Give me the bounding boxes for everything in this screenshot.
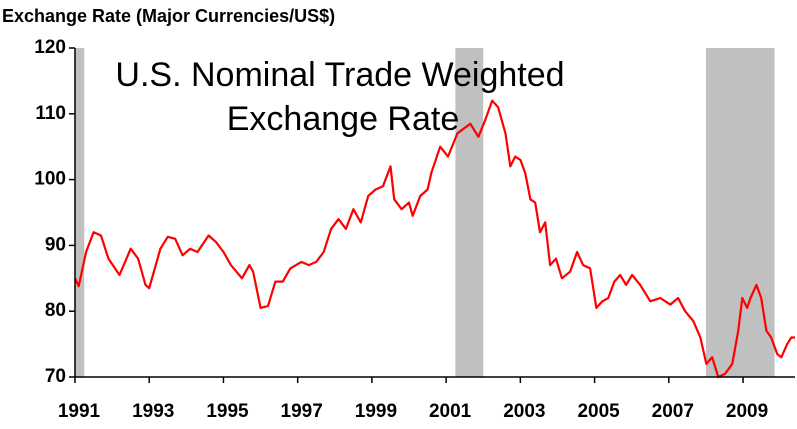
x-tick-label: 2003 (503, 401, 545, 422)
y-tick-label: 100 (34, 169, 66, 190)
x-tick-label: 2009 (726, 401, 768, 422)
x-tick-label: 1999 (355, 401, 397, 422)
x-tick-label: 2001 (429, 401, 472, 422)
recession-band (455, 48, 484, 377)
annotation: Exchange Rate (227, 100, 460, 138)
recession-band (75, 48, 85, 377)
y-tick-label: 80 (45, 300, 66, 321)
x-tick-label: 1995 (206, 401, 249, 422)
annotation: U.S. Nominal Trade Weighted (115, 56, 564, 94)
recession-band (705, 48, 775, 377)
x-tick-label: 2005 (577, 401, 620, 422)
x-tick-label: 1991 (58, 401, 101, 422)
y-tick-label: 90 (45, 234, 66, 255)
y-tick-label: 70 (45, 366, 66, 387)
y-tick-label: 120 (34, 37, 66, 58)
x-tick-label: 1997 (281, 401, 323, 422)
x-tick-label: 2007 (652, 401, 694, 422)
data-line (74, 99, 795, 379)
chart-title: Exchange Rate (Major Currencies/US$) (2, 6, 335, 26)
x-tick-label: 1993 (132, 401, 174, 422)
y-tick-label: 110 (35, 103, 66, 124)
